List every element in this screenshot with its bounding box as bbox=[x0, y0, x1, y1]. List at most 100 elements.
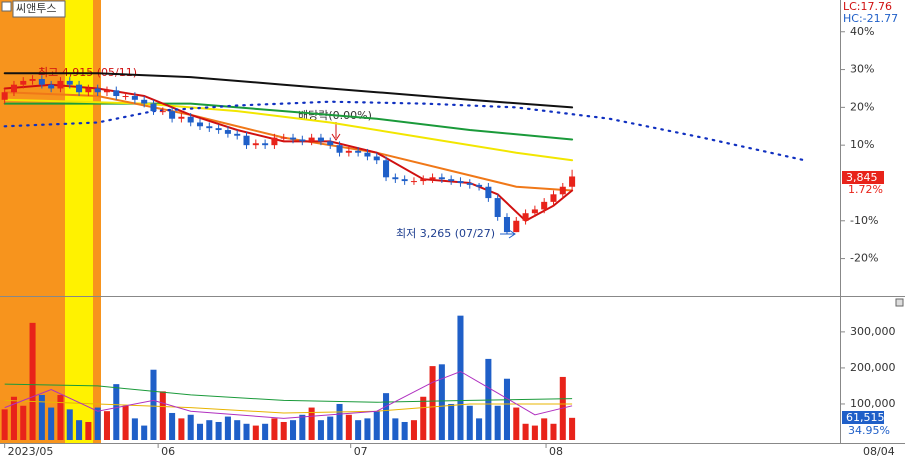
y-tick-label: 40% bbox=[850, 25, 874, 38]
candle-body bbox=[392, 177, 399, 180]
candle-body bbox=[429, 177, 436, 180]
volume-bar bbox=[345, 414, 352, 440]
volume-bar bbox=[531, 425, 538, 440]
y-tick-label: -10% bbox=[850, 214, 878, 227]
volume-average-line bbox=[4, 399, 573, 414]
volume-bar bbox=[290, 420, 297, 440]
panel-toggle[interactable] bbox=[1, 1, 12, 12]
volume-bar bbox=[308, 407, 315, 440]
y-tick-label: -20% bbox=[850, 252, 878, 265]
candle-body bbox=[103, 90, 110, 93]
volume-bar bbox=[550, 423, 557, 440]
volume-bar bbox=[1, 409, 8, 440]
volume-bar bbox=[271, 418, 278, 440]
candle-body bbox=[38, 79, 45, 85]
moving-average-line bbox=[3, 72, 574, 109]
volume-bar bbox=[364, 418, 371, 440]
candle-body bbox=[345, 150, 352, 153]
volume-bar bbox=[57, 394, 64, 440]
volume-bar bbox=[541, 418, 548, 440]
volume-bar bbox=[429, 366, 436, 440]
candle-body bbox=[327, 141, 334, 146]
lc-label: LC:17.76 bbox=[843, 0, 892, 13]
candle-body bbox=[178, 116, 185, 119]
volume-bar bbox=[448, 403, 455, 440]
candle-body bbox=[122, 96, 129, 98]
candle-body bbox=[206, 126, 213, 129]
candle-body bbox=[290, 137, 297, 140]
chart-title: 씨앤투스 bbox=[16, 2, 56, 15]
x-tick-label: 2023/05 bbox=[8, 445, 54, 458]
candle-body bbox=[159, 111, 166, 113]
candle-body bbox=[308, 137, 315, 142]
candle-body bbox=[29, 79, 36, 81]
volume-bar bbox=[569, 417, 576, 440]
candle-body bbox=[196, 122, 204, 127]
volume-bar bbox=[494, 405, 501, 440]
candle-body bbox=[531, 209, 538, 214]
volume-bar bbox=[85, 421, 92, 440]
candle-body bbox=[169, 111, 176, 119]
volume-bar bbox=[20, 405, 27, 440]
title-box bbox=[12, 0, 66, 18]
candle-body bbox=[401, 179, 408, 182]
candle-body bbox=[243, 135, 250, 146]
last-volume-label: 61,515 bbox=[846, 411, 885, 424]
moving-average-line bbox=[3, 100, 806, 162]
volume-bar bbox=[131, 418, 138, 440]
y-tick-label: 300,000 bbox=[850, 325, 896, 338]
dividend-arrow bbox=[331, 122, 341, 141]
candle-body bbox=[410, 181, 417, 183]
volume-bar bbox=[224, 416, 231, 440]
candle-body bbox=[187, 116, 194, 123]
highlight-band bbox=[93, 0, 101, 443]
candle-body bbox=[131, 96, 138, 100]
hc-label: HC:-21.77 bbox=[843, 12, 898, 25]
y-tick-label: 10% bbox=[850, 138, 874, 151]
candle-body bbox=[271, 137, 278, 146]
y-tick-label: 100,000 bbox=[850, 397, 896, 410]
candle-body bbox=[57, 80, 64, 89]
volume-average-line bbox=[4, 370, 573, 419]
candle-body bbox=[466, 182, 473, 185]
candle-body bbox=[66, 80, 73, 85]
candle-body bbox=[85, 88, 92, 93]
candle-body bbox=[280, 137, 287, 139]
candle-body bbox=[141, 99, 148, 104]
volume-bar bbox=[252, 425, 259, 440]
volume-bar bbox=[466, 405, 473, 440]
volume-bar bbox=[178, 418, 185, 440]
last-price-box bbox=[842, 171, 884, 184]
volume-ratio-label: 34.95% bbox=[848, 424, 890, 437]
candle-body bbox=[234, 133, 241, 136]
volume-bar bbox=[169, 412, 176, 440]
last-price-label: 3,845 bbox=[846, 171, 878, 184]
x-tick-label: 06 bbox=[161, 445, 175, 458]
volume-bar bbox=[485, 358, 492, 440]
volume-bar bbox=[103, 411, 110, 440]
candle-body bbox=[94, 88, 101, 93]
volume-bar bbox=[420, 396, 427, 440]
volume-bar bbox=[141, 425, 148, 440]
last-volume-box bbox=[842, 411, 884, 424]
x-tick-label: 08 bbox=[549, 445, 563, 458]
x-tick-label: 07 bbox=[354, 445, 368, 458]
volume-bar bbox=[401, 421, 408, 440]
y-tick-label: 200,000 bbox=[850, 361, 896, 374]
volume-bar bbox=[522, 423, 529, 440]
candle-body bbox=[1, 92, 8, 100]
volume-bar bbox=[66, 409, 73, 440]
candle-body bbox=[550, 194, 557, 202]
volume-bar bbox=[48, 407, 55, 440]
candle-body bbox=[364, 152, 371, 157]
panel-close[interactable] bbox=[895, 298, 904, 307]
volume-bar bbox=[29, 322, 36, 440]
candle-body bbox=[262, 143, 269, 146]
candle-body bbox=[438, 177, 445, 180]
last-change-label: 1.72% bbox=[848, 183, 883, 196]
volume-bar bbox=[438, 364, 445, 440]
candle-body bbox=[252, 143, 259, 146]
volume-bar bbox=[10, 396, 17, 440]
low-annotation: 최저 3,265 (07/27) bbox=[396, 227, 495, 240]
candle-body bbox=[20, 80, 27, 85]
